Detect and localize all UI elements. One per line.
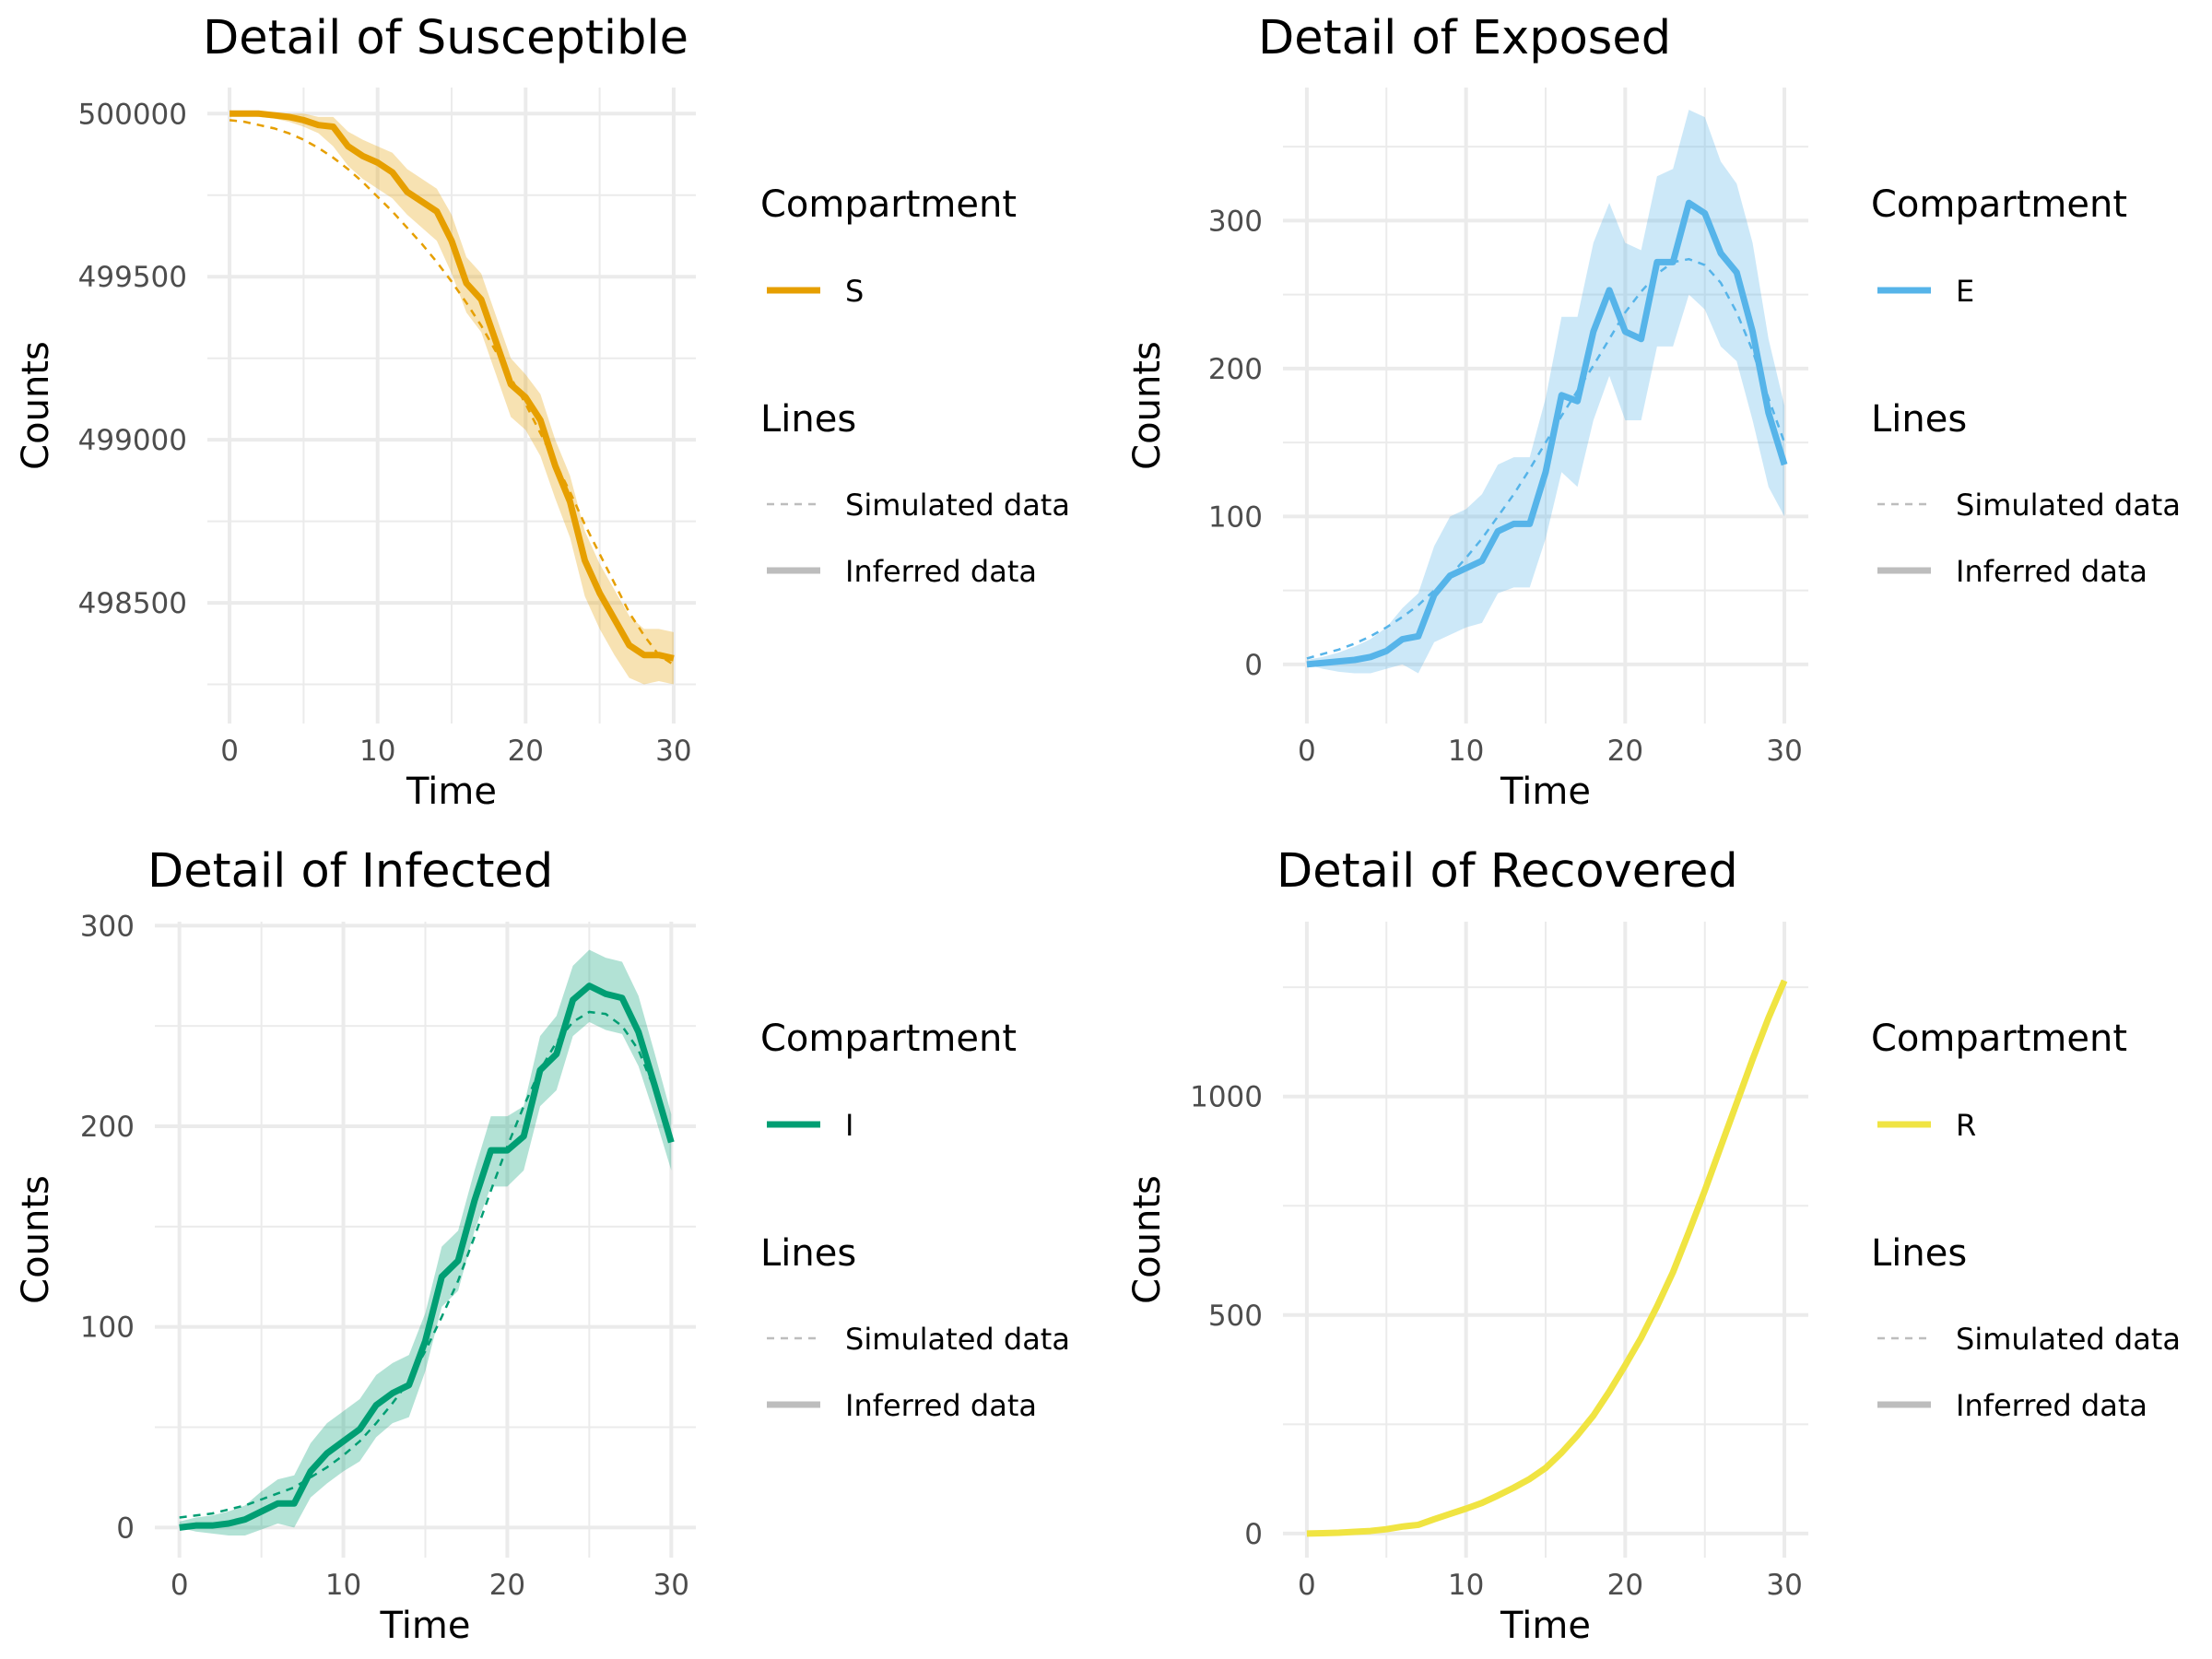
x-tick-label: 0 — [220, 735, 239, 768]
legend-title-compartment: Compartment — [760, 183, 1017, 226]
series-line-simulated — [229, 119, 675, 666]
y-tick-label: 200 — [80, 1111, 135, 1144]
x-tick-label: 30 — [1766, 735, 1802, 768]
legend-label-compartment: R — [1956, 1108, 1976, 1143]
y-tick-label: 300 — [80, 910, 135, 943]
y-axis-label: Counts — [1126, 341, 1169, 470]
x-tick-label: 10 — [1448, 1569, 1484, 1602]
legend-label-simulated: Simulated data — [1956, 488, 2181, 523]
series-line-inferred — [1306, 199, 1788, 668]
x-axis-label: Time — [1500, 771, 1591, 813]
x-tick-label: 20 — [508, 735, 544, 768]
series-line-inferred — [229, 110, 675, 662]
legend-title-lines: Lines — [1871, 1232, 1967, 1275]
legend-label-compartment: E — [1956, 274, 1974, 309]
x-tick-label: 0 — [1298, 735, 1316, 768]
x-tick-label: 10 — [1448, 735, 1484, 768]
y-tick-label: 500000 — [78, 98, 187, 131]
legend-label-compartment: S — [845, 274, 864, 309]
x-tick-label: 20 — [489, 1569, 525, 1602]
chart-panel-2: 0 100 200 300 0 10 20 30 Time Counts Detail of Exp… — [1126, 11, 2181, 813]
y-tick-label: 499000 — [78, 424, 187, 457]
x-tick-label: 0 — [1298, 1569, 1316, 1602]
x-tick-label: 10 — [325, 1569, 361, 1602]
legend-title-lines: Lines — [760, 398, 856, 441]
legend-label-simulated: Simulated data — [845, 488, 1070, 523]
credible-band — [179, 949, 672, 1536]
chart-panel-3: 0 100 200 300 0 10 20 30 Time Counts Detail of Inf… — [15, 844, 1070, 1647]
y-tick-label: 0 — [116, 1512, 135, 1545]
legend: Compartment I Lines Simulated data Inferred … — [760, 1018, 1070, 1423]
x-tick-label: 20 — [1607, 1569, 1643, 1602]
legend-label-inferred: Inferred data — [1956, 1388, 2147, 1423]
legend-label-compartment: I — [845, 1108, 853, 1143]
chart-title: Detail of Recovered — [1277, 844, 1738, 899]
chart-panel-1: 498500 499000 499500 500000 0 10 20 30 Time Count… — [15, 11, 1070, 813]
x-tick-label: 10 — [359, 735, 395, 768]
x-axis-label: Time — [380, 1605, 471, 1647]
credible-band — [1306, 110, 1785, 674]
x-axis-label: Time — [1500, 1605, 1591, 1647]
series-line-inferred — [179, 982, 675, 1531]
legend: Compartment E Lines Simulated data Inferred … — [1871, 183, 2181, 589]
legend-title-lines: Lines — [1871, 398, 1967, 441]
y-tick-label: 300 — [1208, 205, 1263, 238]
chart-title: Detail of Exposed — [1258, 11, 1671, 65]
y-tick-label: 498500 — [78, 587, 187, 620]
chart-panel-4: 0 500 1000 0 10 20 30 Time Counts Detail of Recov… — [1126, 844, 2181, 1647]
legend-label-inferred: Inferred data — [845, 554, 1037, 589]
y-tick-label: 0 — [1244, 649, 1263, 682]
chart-title: Detail of Infected — [147, 844, 553, 899]
series-line-simulated — [179, 1010, 673, 1519]
legend: Compartment S Lines Simulated data Inferred … — [760, 183, 1070, 589]
y-axis-label: Counts — [1126, 1175, 1169, 1304]
y-tick-label: 1000 — [1190, 1081, 1263, 1114]
y-tick-label: 100 — [80, 1312, 135, 1345]
x-tick-label: 0 — [171, 1569, 189, 1602]
x-tick-label: 30 — [1766, 1569, 1802, 1602]
legend-label-inferred: Inferred data — [1956, 554, 2147, 589]
y-tick-label: 0 — [1244, 1518, 1263, 1551]
y-tick-label: 500 — [1208, 1300, 1263, 1333]
legend-label-simulated: Simulated data — [1956, 1322, 2181, 1357]
legend-label-simulated: Simulated data — [845, 1322, 1070, 1357]
chart-title: Detail of Susceptible — [203, 11, 688, 65]
y-axis-label: Counts — [15, 1175, 57, 1304]
legend: Compartment R Lines Simulated data Inferred … — [1871, 1018, 2181, 1423]
legend-label-inferred: Inferred data — [845, 1388, 1037, 1423]
credible-band — [229, 113, 674, 685]
y-axis-label: Counts — [15, 341, 57, 470]
series-line-simulated — [1306, 980, 1786, 1535]
series-line-simulated — [1306, 257, 1786, 660]
legend-title-compartment: Compartment — [1871, 183, 2127, 226]
legend-title-lines: Lines — [760, 1232, 856, 1275]
x-tick-label: 30 — [653, 1569, 689, 1602]
x-axis-label: Time — [406, 771, 497, 813]
y-tick-label: 200 — [1208, 353, 1263, 386]
y-tick-label: 100 — [1208, 500, 1263, 534]
x-tick-label: 30 — [655, 735, 691, 768]
y-tick-label: 499500 — [78, 261, 187, 294]
legend-title-compartment: Compartment — [1871, 1018, 2127, 1060]
legend-title-compartment: Compartment — [760, 1018, 1017, 1060]
x-tick-label: 20 — [1607, 735, 1643, 768]
